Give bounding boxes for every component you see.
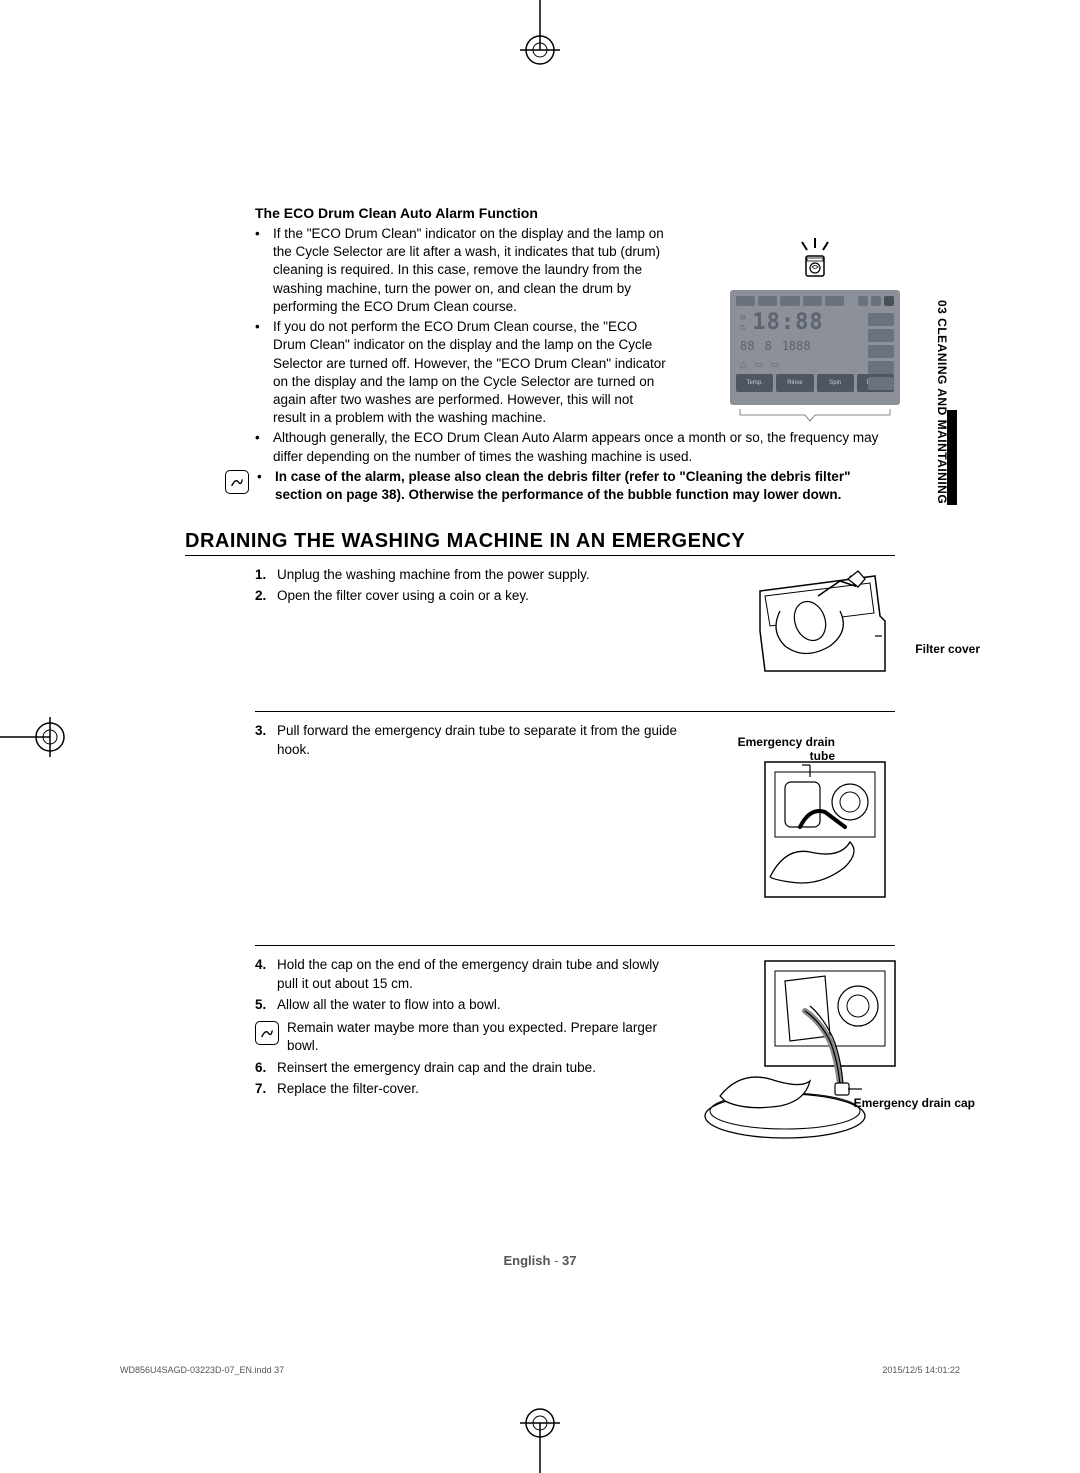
panel-val-2: 8 — [764, 339, 771, 353]
page-footer: English - 37 — [504, 1253, 577, 1268]
bullet-item: • Although generally, the ECO Drum Clean… — [255, 429, 895, 465]
panel-bracket — [730, 407, 900, 425]
panel-btn-rinse: Rinse — [776, 374, 813, 392]
eco-drum-icon — [790, 234, 840, 284]
bullet-text: If the "ECO Drum Clean" indicator on the… — [273, 225, 668, 316]
crop-mark-left — [0, 702, 70, 772]
panel-val-3: 1888 — [782, 339, 811, 353]
bullet-text: If you do not perform the ECO Drum Clean… — [273, 318, 668, 427]
side-tab-marker — [947, 410, 957, 505]
drain-tube-label: Emergency drain tube — [710, 735, 835, 764]
note-text: In case of the alarm, please also clean … — [275, 468, 895, 504]
filter-cover-label: Filter cover — [915, 642, 980, 656]
control-panel-illustration: ⊙⌂ 18:88 88 8 1888 △ ▭ ▭ Temp. Rinse Spi… — [730, 205, 900, 430]
footer-timestamp: 2015/12/5 14:01:22 — [882, 1365, 960, 1375]
side-tab: 03 CLEANING AND MAINTAINING — [935, 300, 957, 610]
note-icon — [255, 1021, 279, 1045]
step-text: Hold the cap on the end of the emergency… — [277, 956, 677, 994]
note-text: Remain water maybe more than you expecte… — [287, 1019, 657, 1055]
drain-tube-illustration: Emergency drain tube — [710, 747, 920, 912]
step-text: Unplug the washing machine from the powe… — [277, 566, 677, 585]
filter-cover-illustration: Filter cover — [710, 561, 920, 686]
divider — [255, 711, 895, 712]
step-text: Open the filter cover using a coin or a … — [277, 587, 677, 606]
drain-cap-label: Emergency drain cap — [854, 1096, 975, 1110]
panel-btn-spin: Spin — [817, 374, 854, 392]
bullet-text: Although generally, the ECO Drum Clean A… — [273, 429, 895, 465]
crop-mark-bottom — [505, 1403, 575, 1473]
drain-cap-illustration: Emergency drain cap — [690, 951, 920, 1156]
section-heading: DRAINING THE WASHING MACHINE IN AN EMERG… — [185, 530, 895, 556]
panel-val-1: 88 — [740, 339, 754, 353]
step-text: Pull forward the emergency drain tube to… — [277, 722, 677, 760]
panel-time: 18:88 — [752, 310, 823, 335]
note-icon — [225, 470, 249, 494]
step-text: Replace the filter-cover. — [277, 1080, 677, 1099]
divider — [255, 945, 895, 946]
step-text: Reinsert the emergency drain cap and the… — [277, 1059, 677, 1078]
note: • In case of the alarm, please also clea… — [225, 468, 895, 506]
footer-filename: WD856U4SAGD-03223D-07_EN.indd 37 — [120, 1365, 284, 1375]
crop-mark-top — [505, 0, 575, 70]
panel-btn-temp: Temp. — [736, 374, 773, 392]
step-text: Allow all the water to flow into a bowl. — [277, 996, 677, 1015]
